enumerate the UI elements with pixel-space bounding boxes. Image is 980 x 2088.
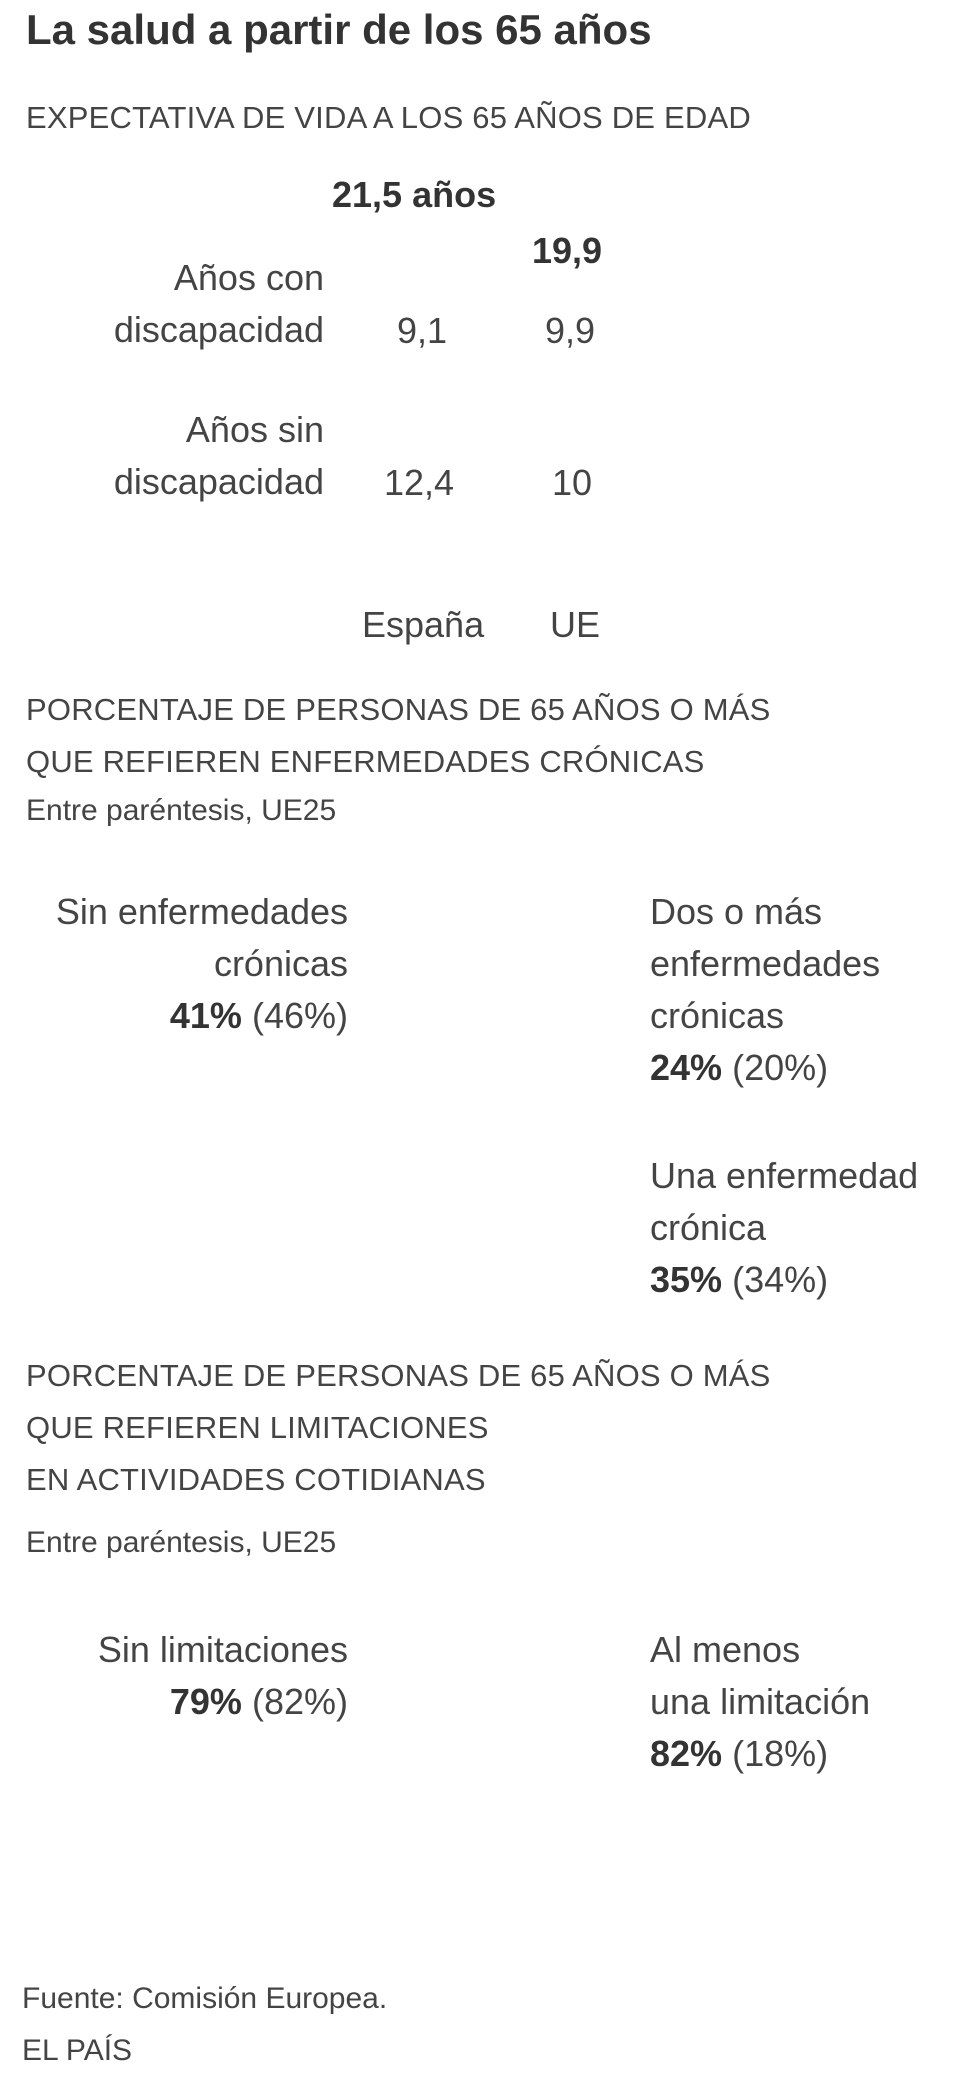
pie1-label-sin-line-2: crónicas — [56, 938, 348, 990]
pie1-dos-eu: (20%) — [732, 1047, 828, 1088]
bar-chart-title: EXPECTATIVA DE VIDA A LOS 65 AÑOS DE EDA… — [26, 100, 751, 136]
pie2-al-menos-eu: (18%) — [732, 1733, 828, 1774]
pie1-label-dos: Dos o más enfermedades crónicas 24% (20%… — [650, 886, 880, 1094]
pie1-title-line-1: PORCENTAJE DE PERSONAS DE 65 AÑOS O MÁS — [26, 684, 771, 736]
pie1-label-dos-value: 24% (20%) — [650, 1042, 880, 1094]
category-label-espana: España — [362, 604, 484, 646]
pie2-label-sin: Sin limitaciones 79% (82%) — [98, 1624, 348, 1728]
pie2-leader-al-menos — [583, 1646, 630, 1732]
pie1-leader-una — [583, 1138, 630, 1275]
pie2-slice-sin-limitaciones — [373, 1675, 627, 1929]
pie2-al-menos-pct: 82% — [650, 1733, 722, 1774]
pie1-una-pct: 35% — [650, 1259, 722, 1300]
pie2-subtitle: Entre paréntesis, UE25 — [26, 1526, 336, 1560]
value-label-ue-con: 9,9 — [545, 310, 595, 352]
page-title: La salud a partir de los 65 años — [26, 6, 652, 54]
pie1-label-dos-line-1: Dos o más — [650, 886, 880, 938]
pie2-title-line-2: QUE REFIEREN LIMITACIONES — [26, 1402, 771, 1454]
pie1-label-sin: Sin enfermedades crónicas 41% (46%) — [56, 886, 348, 1042]
legend-sin-discapacidad: Años sin discapacidad — [114, 404, 324, 508]
pie1-slice-sin — [373, 937, 500, 1171]
value-label-ue-sin: 10 — [552, 462, 592, 504]
value-label-espana-con: 9,1 — [397, 310, 447, 352]
total-label-espana: 21,5 años — [332, 174, 496, 216]
legend-sin-line-1: Años sin — [114, 404, 324, 456]
pie1-una-eu: (34%) — [732, 1259, 828, 1300]
pie1-label-sin-line-1: Sin enfermedades — [56, 886, 348, 938]
pie1-sin-eu: (46%) — [252, 995, 348, 1036]
pie1-label-una-line-2: crónica — [650, 1202, 918, 1254]
pie1-slice-una — [432, 1056, 627, 1191]
legend-con-discapacidad: Años con discapacidad — [114, 252, 324, 356]
pie1-leader-sin — [374, 908, 428, 994]
total-label-ue: 19,9 — [532, 230, 602, 272]
pie1-slice-dos-o-mas — [500, 937, 627, 1064]
bar-ue-sin-discapacidad — [527, 420, 623, 590]
pie1-title: PORCENTAJE DE PERSONAS DE 65 AÑOS O MÁS … — [26, 684, 771, 788]
value-label-espana-sin: 12,4 — [384, 462, 454, 504]
pie2-slice-al-menos-una — [500, 1675, 623, 1802]
pie2-sin-pct: 79% — [170, 1681, 242, 1722]
pie1-label-dos-line-2: enfermedades — [650, 938, 880, 990]
pie1-label-una: Una enfermedad crónica 35% (34%) — [650, 1150, 918, 1306]
pie1-subtitle: Entre paréntesis, UE25 — [26, 794, 336, 828]
pie2-label-sin-line-1: Sin limitaciones — [98, 1624, 348, 1676]
legend-con-line-1: Años con — [114, 252, 324, 304]
pie2-title-line-3: EN ACTIVIDADES COTIDIANAS — [26, 1454, 771, 1506]
pie2-sin-eu: (82%) — [252, 1681, 348, 1722]
legend-sin-line-2: discapacidad — [114, 456, 324, 508]
pie1-label-una-line-1: Una enfermedad — [650, 1150, 918, 1202]
bar-espana-con-discapacidad — [375, 225, 471, 380]
pie1-title-line-2: QUE REFIEREN ENFERMEDADES CRÓNICAS — [26, 736, 771, 788]
pie2-label-al-menos-line-2: una limitación — [650, 1676, 870, 1728]
pie1-leader-dos — [583, 908, 630, 994]
pie1-label-una-value: 35% (34%) — [650, 1254, 918, 1306]
source-note: Fuente: Comisión Europea. — [22, 1982, 387, 2016]
pie2-label-sin-value: 79% (82%) — [98, 1676, 348, 1728]
pie1-sin-pct: 41% — [170, 995, 242, 1036]
pie2-label-al-menos-value: 82% (18%) — [650, 1728, 870, 1780]
pie1-label-sin-value: 41% (46%) — [56, 990, 348, 1042]
category-label-ue: UE — [550, 604, 600, 646]
brand-credit: EL PAÍS — [22, 2034, 132, 2068]
pie2-title: PORCENTAJE DE PERSONAS DE 65 AÑOS O MÁS … — [26, 1350, 771, 1506]
pie2-title-line-1: PORCENTAJE DE PERSONAS DE 65 AÑOS O MÁS — [26, 1350, 771, 1402]
pie2-label-al-menos: Al menos una limitación 82% (18%) — [650, 1624, 870, 1780]
pie1-dos-pct: 24% — [650, 1047, 722, 1088]
pie2-label-al-menos-line-1: Al menos — [650, 1624, 870, 1676]
legend-con-line-2: discapacidad — [114, 304, 324, 356]
pie1-label-dos-line-3: crónicas — [650, 990, 880, 1042]
pie2-leader-sin — [374, 1646, 428, 1732]
